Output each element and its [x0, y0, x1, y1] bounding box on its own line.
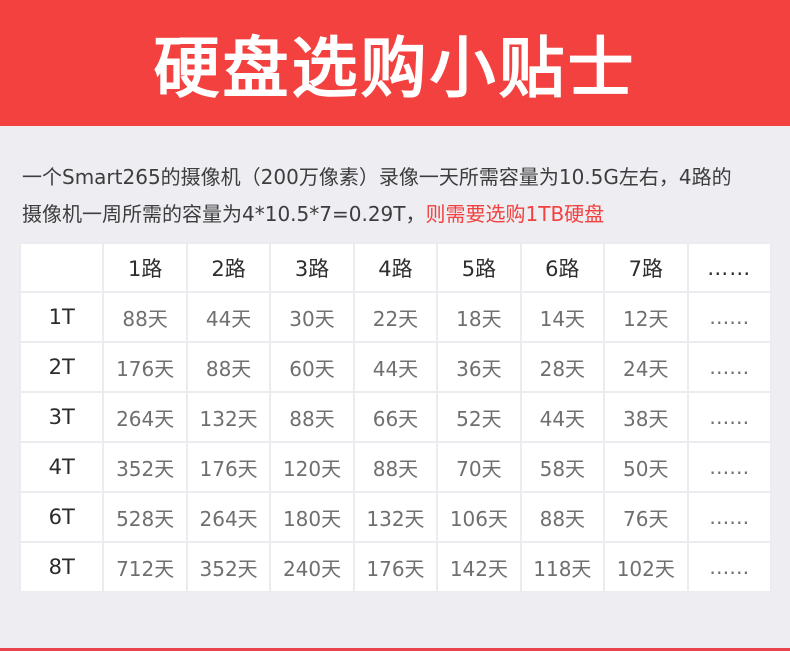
hdd-recording-days-table: 1路 2路 3路 4路 5路 6路 7路 …… 1T 88天 44天 30天 2…	[18, 242, 772, 593]
cell-1t-1ch: 88天	[102, 291, 188, 343]
intro-line-2-highlight: 则需要选购1TB硬盘	[425, 202, 605, 226]
table-body: 1T 88天 44天 30天 22天 18天 14天 12天 …… 2T 176…	[18, 291, 772, 593]
cell-6t-6ch: 88天	[519, 491, 606, 543]
cell-2t-ellipsis: ……	[686, 341, 772, 393]
table-header-row: 1路 2路 3路 4路 5路 6路 7路 ……	[18, 242, 772, 293]
cell-8t-ellipsis: ……	[686, 541, 772, 593]
cell-1t-7ch: 12天	[603, 291, 689, 343]
cell-1t-5ch: 18天	[436, 291, 522, 343]
cell-2t-2ch: 88天	[185, 341, 272, 393]
cell-3t-7ch: 38天	[603, 391, 689, 443]
intro-line-2: 摄像机一周所需的容量为4*10.5*7=0.29T，则需要选购1TB硬盘	[22, 196, 768, 233]
intro-line-2-normal: 摄像机一周所需的容量为4*10.5*7=0.29T，	[22, 202, 426, 226]
cell-1t-6ch: 14天	[519, 291, 606, 343]
table-row-2t: 2T 176天 88天 60天 44天 36天 28天 24天 ……	[18, 341, 772, 393]
cell-4t-2ch: 176天	[185, 441, 272, 493]
header-cell-channel-7: 7路	[603, 242, 689, 293]
cell-3t-2ch: 132天	[185, 391, 272, 443]
cell-1t-3ch: 30天	[269, 291, 355, 343]
cell-3t-5ch: 52天	[436, 391, 522, 443]
cell-3t-1ch: 264天	[102, 391, 188, 443]
cell-6t-2ch: 264天	[185, 491, 272, 543]
cell-3t-4ch: 66天	[352, 391, 439, 443]
row-label-6t: 6T	[18, 491, 105, 543]
header-cell-channel-2: 2路	[185, 242, 272, 293]
cell-2t-7ch: 24天	[603, 341, 689, 393]
bottom-accent-bar	[0, 648, 790, 651]
header-cell-channel-5: 5路	[436, 242, 522, 293]
cell-3t-6ch: 44天	[519, 391, 606, 443]
cell-6t-ellipsis: ……	[686, 491, 772, 543]
header-cell-channel-6: 6路	[519, 242, 606, 293]
cell-6t-5ch: 106天	[436, 491, 522, 543]
header-cell-blank	[18, 242, 105, 293]
cell-4t-ellipsis: ……	[686, 441, 772, 493]
cell-2t-1ch: 176天	[102, 341, 188, 393]
table-row-3t: 3T 264天 132天 88天 66天 52天 44天 38天 ……	[18, 391, 772, 443]
cell-1t-4ch: 22天	[352, 291, 439, 343]
cell-8t-1ch: 712天	[102, 541, 188, 593]
cell-8t-4ch: 176天	[352, 541, 439, 593]
cell-8t-2ch: 352天	[185, 541, 272, 593]
row-label-8t: 8T	[18, 541, 105, 593]
cell-3t-3ch: 88天	[269, 391, 355, 443]
intro-line-1: 一个Smart265的摄像机（200万像素）录像一天所需容量为10.5G左右，4…	[22, 165, 732, 189]
cell-2t-5ch: 36天	[436, 341, 522, 393]
cell-6t-7ch: 76天	[603, 491, 689, 543]
row-label-2t: 2T	[18, 341, 105, 393]
row-label-1t: 1T	[18, 291, 105, 343]
row-label-3t: 3T	[18, 391, 105, 443]
table-row-6t: 6T 528天 264天 180天 132天 106天 88天 76天 ……	[18, 491, 772, 543]
cell-6t-1ch: 528天	[102, 491, 188, 543]
header-cell-channel-3: 3路	[269, 242, 355, 293]
header-cell-ellipsis: ……	[686, 242, 772, 293]
cell-1t-2ch: 44天	[185, 291, 272, 343]
cell-4t-7ch: 50天	[603, 441, 689, 493]
cell-4t-5ch: 70天	[436, 441, 522, 493]
cell-4t-3ch: 120天	[269, 441, 355, 493]
cell-1t-ellipsis: ……	[686, 291, 772, 343]
cell-8t-6ch: 118天	[519, 541, 606, 593]
table-row-4t: 4T 352天 176天 120天 88天 70天 58天 50天 ……	[18, 441, 772, 493]
row-label-4t: 4T	[18, 441, 105, 493]
cell-6t-3ch: 180天	[269, 491, 355, 543]
cell-8t-5ch: 142天	[436, 541, 522, 593]
cell-2t-6ch: 28天	[519, 341, 606, 393]
table-row-8t: 8T 712天 352天 240天 176天 142天 118天 102天 ……	[18, 541, 772, 593]
cell-4t-6ch: 58天	[519, 441, 606, 493]
cell-4t-1ch: 352天	[102, 441, 188, 493]
cell-2t-3ch: 60天	[269, 341, 355, 393]
page-title: 硬盘选购小贴士	[153, 30, 637, 107]
table-row-1t: 1T 88天 44天 30天 22天 18天 14天 12天 ……	[18, 291, 772, 343]
cell-6t-4ch: 132天	[352, 491, 439, 543]
cell-3t-ellipsis: ……	[686, 391, 772, 443]
cell-8t-7ch: 102天	[603, 541, 689, 593]
table-header: 1路 2路 3路 4路 5路 6路 7路 ……	[18, 242, 772, 293]
title-banner: 硬盘选购小贴士	[0, 0, 790, 126]
cell-8t-3ch: 240天	[269, 541, 355, 593]
header-cell-channel-1: 1路	[102, 242, 188, 293]
cell-4t-4ch: 88天	[352, 441, 439, 493]
header-cell-channel-4: 4路	[352, 242, 439, 293]
cell-2t-4ch: 44天	[352, 341, 439, 393]
intro-paragraph: 一个Smart265的摄像机（200万像素）录像一天所需容量为10.5G左右，4…	[0, 126, 790, 233]
